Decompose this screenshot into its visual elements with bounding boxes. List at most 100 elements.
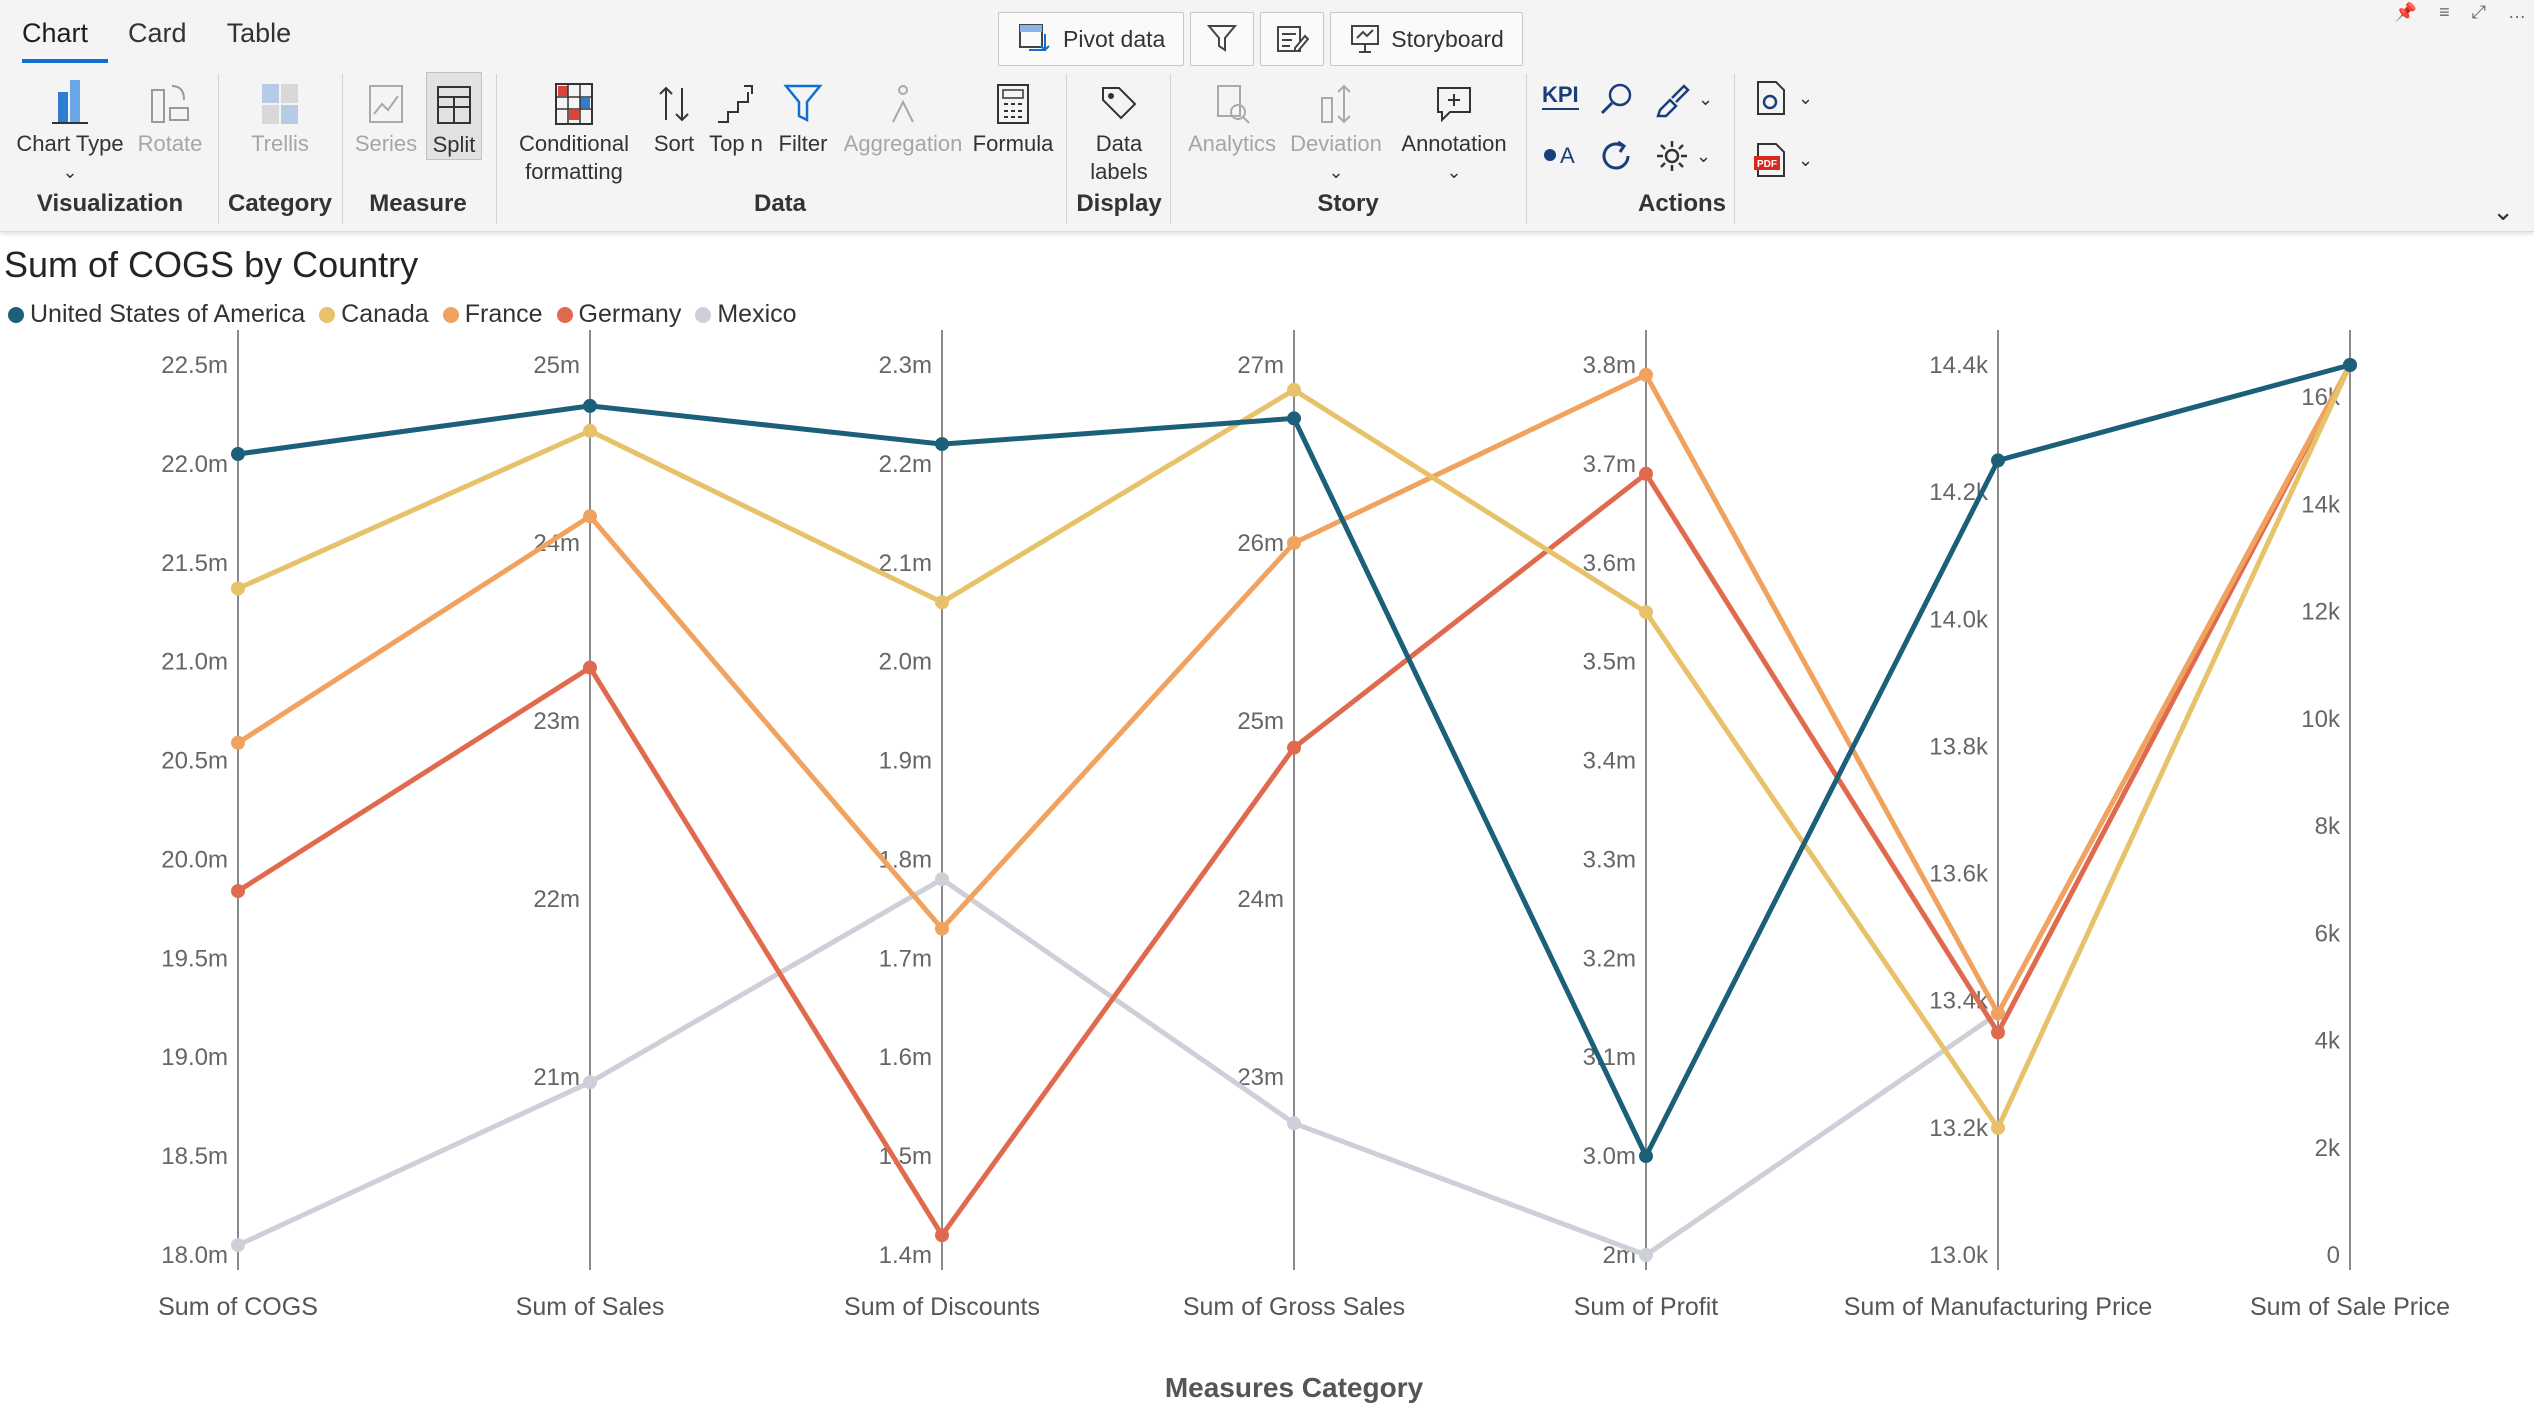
annotation-label: Annotation <box>1401 131 1507 156</box>
refresh-button[interactable] <box>1598 138 1634 174</box>
parallel-coordinates-plot: 18.0m 18.5m 19.0m 19.5m 20.0m 20.5m 21.0m 21.5m… <box>158 330 2450 1403</box>
axis-tick-label: 20.0m <box>161 846 228 873</box>
kpi-button[interactable]: KPI <box>1542 82 1579 110</box>
axis-tick-label: 1.6m <box>879 1044 932 1071</box>
axis-tick-label: 13.8k <box>1929 733 1989 760</box>
axis-tick-label: 26m <box>1237 530 1284 557</box>
top-n-icon <box>718 85 753 123</box>
axis-tick-label: 3.6m <box>1583 550 1636 577</box>
axis-tick-label: 3.8m <box>1583 352 1636 379</box>
axis-tick-label: 13.6k <box>1929 861 1989 888</box>
chart-type-button[interactable]: Chart Type ⌄ <box>16 70 124 186</box>
axis-tick-label: 25m <box>1237 708 1284 735</box>
chevron-down-icon: ⌄ <box>1446 162 1462 182</box>
storyboard-button[interactable]: Storyboard <box>1330 12 1523 66</box>
axis-tick-label: 24m <box>533 530 580 557</box>
trellis-button[interactable]: Trellis <box>240 70 320 158</box>
deviation-icon <box>1321 84 1351 124</box>
settings-button[interactable]: ⌄ <box>1654 138 1711 174</box>
chevron-down-icon: ⌄ <box>1698 88 1714 109</box>
filter-button[interactable]: Filter <box>774 70 832 158</box>
legend-label: United States of America <box>30 300 306 328</box>
data-point <box>583 423 597 438</box>
tag-icon <box>1102 87 1137 120</box>
filter-toggle-button[interactable] <box>1190 12 1255 66</box>
data-point <box>1639 1248 1653 1262</box>
data-point <box>1639 466 1653 481</box>
data-labels-label-2: labels <box>1090 159 1148 184</box>
split-button[interactable]: Split <box>426 72 482 160</box>
analytics-label: Analytics <box>1187 131 1277 156</box>
data-point <box>231 581 245 596</box>
data-point <box>231 884 245 899</box>
legend-toggle-button[interactable]: A <box>1542 140 1582 170</box>
filter-lines-icon[interactable]: ≡ <box>2439 2 2450 22</box>
sort-label: Sort <box>653 131 695 156</box>
tab-card[interactable]: Card <box>128 18 187 48</box>
axis-tick-label: 6k <box>2315 920 2341 947</box>
legend-item-canada[interactable]: Canada <box>319 300 429 329</box>
series-button[interactable]: Series <box>354 70 418 158</box>
format-brush-button[interactable]: ⌄ <box>1654 80 1713 118</box>
axis-tick-label: 27m <box>1237 352 1284 379</box>
legend-item-usa[interactable]: United States of America <box>8 300 305 329</box>
rotate-label: Rotate <box>137 131 203 156</box>
export-pdf-button[interactable]: PDF ⌄ <box>1752 140 1813 180</box>
expand-icon[interactable]: ⤢ <box>2471 2 2486 22</box>
ribbon-separator <box>1526 74 1527 224</box>
kpi-label: KPI <box>1542 82 1579 110</box>
deviation-button[interactable]: Deviation ⌄ <box>1286 70 1386 186</box>
pivot-data-label: Pivot data <box>1063 25 1166 52</box>
search-icon <box>1600 83 1632 115</box>
sort-button[interactable]: Sort <box>648 70 700 158</box>
legend-item-france[interactable]: France <box>442 300 543 329</box>
pdf-icon: PDF <box>1754 143 1785 177</box>
annotation-button[interactable]: Annotation ⌄ <box>1390 70 1518 186</box>
axis-tick-label: 3.4m <box>1583 748 1636 775</box>
more-options-icon[interactable]: … <box>2508 2 2526 22</box>
chart-legend: United States of America Canada France G… <box>8 300 797 329</box>
axis-tick-label: 2.0m <box>879 649 932 676</box>
aggregation-button[interactable]: Aggregation <box>840 70 966 158</box>
ribbon-collapse-button[interactable]: ⌄ <box>2492 196 2514 227</box>
top-n-label: Top n <box>709 131 763 156</box>
legend-marker <box>556 306 573 323</box>
legend-item-mexico[interactable]: Mexico <box>695 300 797 329</box>
category-label: Sum of COGS <box>158 1293 318 1321</box>
category-label: Sum of Profit <box>1574 1293 1719 1321</box>
tab-table[interactable]: Table <box>226 18 292 48</box>
aggregation-label: Aggregation <box>843 131 963 156</box>
pivot-data-button[interactable]: Pivot data <box>998 12 1185 66</box>
axis-tick-label: 14.4k <box>1929 352 1989 379</box>
legend-marker <box>695 306 712 323</box>
data-point <box>1287 740 1301 755</box>
filter-settings-icon <box>1207 25 1238 52</box>
conditional-formatting-button[interactable]: Conditional formatting <box>508 70 640 186</box>
legend-marker <box>319 306 336 323</box>
top-n-button[interactable]: Top n <box>704 70 768 158</box>
sort-icon <box>659 86 689 122</box>
legend-item-germany[interactable]: Germany <box>556 300 681 329</box>
data-point <box>935 1228 949 1243</box>
data-point <box>1991 1006 2005 1021</box>
axis-tick-label: 13.0k <box>1929 1242 1989 1269</box>
axis-tick-label: 12k <box>2301 599 2341 626</box>
data-point <box>1639 605 1653 620</box>
analytics-button[interactable]: Analytics <box>1182 70 1282 158</box>
axis-tick-label: 24m <box>1237 886 1284 913</box>
rotate-button[interactable]: Rotate <box>134 70 206 158</box>
aggregation-icon <box>892 85 914 123</box>
axis-tick-label: 20.5m <box>161 748 228 775</box>
data-point <box>1639 1149 1653 1164</box>
axis-tick-label: 1.9m <box>879 748 932 775</box>
export-settings-button[interactable]: ⌄ <box>1752 78 1813 118</box>
pin-icon[interactable]: 📌 <box>2394 2 2418 22</box>
funnel-icon <box>783 84 823 123</box>
tab-chart[interactable]: Chart <box>22 14 109 63</box>
search-button[interactable] <box>1598 80 1636 118</box>
formula-button[interactable]: Formula <box>970 70 1056 158</box>
axis-tick-label: 14k <box>2301 491 2341 518</box>
edit-report-button[interactable] <box>1260 12 1325 66</box>
data-labels-button[interactable]: Data labels <box>1080 70 1158 186</box>
calculator-icon <box>997 84 1029 124</box>
